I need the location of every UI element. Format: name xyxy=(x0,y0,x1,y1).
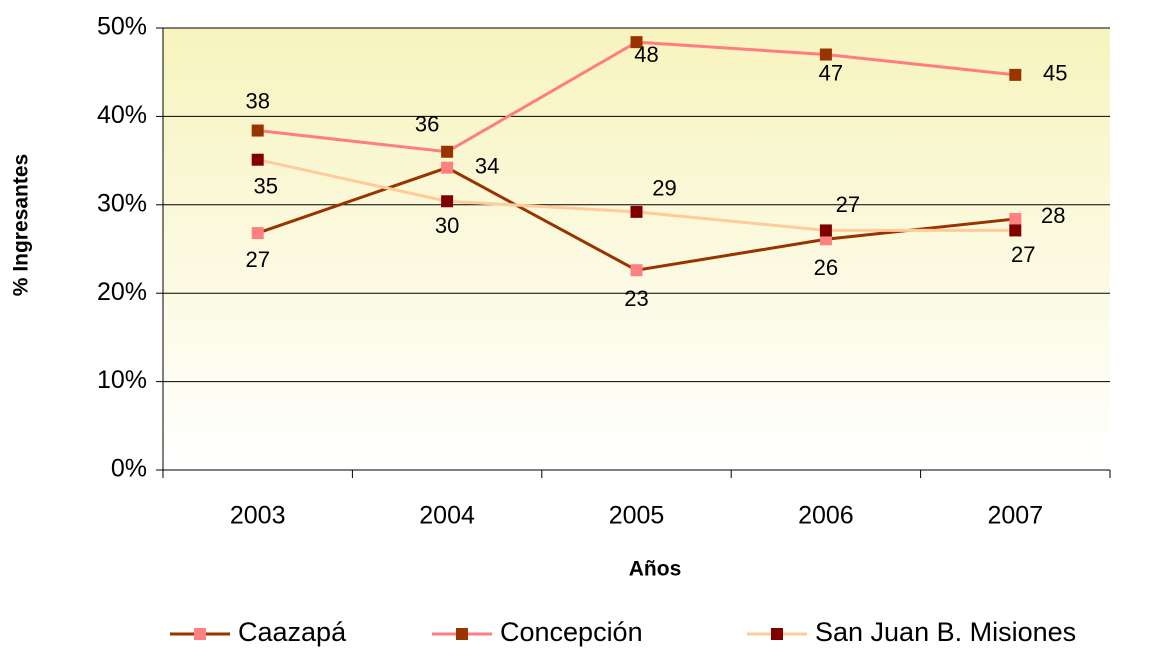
marker xyxy=(819,48,832,61)
data-label: 45 xyxy=(1043,61,1067,86)
marker xyxy=(1009,212,1022,225)
marker xyxy=(441,161,454,174)
marker xyxy=(819,224,832,237)
legend-label: Concepción xyxy=(500,617,643,647)
data-label: 23 xyxy=(624,286,648,311)
data-label: 27 xyxy=(836,192,860,217)
marker xyxy=(251,227,264,240)
data-label: 29 xyxy=(652,176,676,201)
x-tick-label: 2006 xyxy=(798,502,854,530)
marker xyxy=(1009,68,1022,81)
marker xyxy=(441,195,454,208)
legend-marker xyxy=(456,628,468,640)
legend-label: Caazapá xyxy=(238,617,347,647)
plot-area xyxy=(163,28,1110,470)
marker xyxy=(1009,224,1022,237)
x-tick-label: 2004 xyxy=(419,502,475,530)
legend-label: San Juan B. Misiones xyxy=(815,617,1076,647)
x-tick-label: 2005 xyxy=(609,502,665,530)
data-label: 26 xyxy=(814,255,838,280)
y-tick-label: 20% xyxy=(97,278,147,306)
data-label: 30 xyxy=(435,213,459,238)
x-axis-title: Años xyxy=(629,558,682,581)
x-tick-label: 2007 xyxy=(987,502,1043,530)
data-label: 27 xyxy=(1011,242,1035,267)
y-tick-label: 0% xyxy=(111,455,147,483)
y-tick-label: 30% xyxy=(97,189,147,217)
marker xyxy=(441,145,454,158)
data-label: 35 xyxy=(253,174,277,199)
marker xyxy=(251,153,264,166)
data-label: 36 xyxy=(415,112,439,137)
x-tick-label: 2003 xyxy=(230,502,286,530)
legend-marker xyxy=(771,628,783,640)
marker xyxy=(630,264,643,277)
data-label: 34 xyxy=(475,153,499,178)
data-label: 28 xyxy=(1041,203,1065,228)
data-label: 38 xyxy=(245,88,269,113)
data-label: 27 xyxy=(245,247,269,272)
marker xyxy=(630,36,643,49)
data-label: 47 xyxy=(819,60,843,85)
y-tick-label: 10% xyxy=(97,366,147,394)
y-tick-label: 40% xyxy=(97,101,147,129)
marker xyxy=(630,205,643,218)
y-tick-label: 50% xyxy=(97,13,147,41)
data-label: 48 xyxy=(634,42,658,67)
legend-marker xyxy=(194,628,206,640)
marker xyxy=(251,124,264,137)
y-axis-title: % Ingresantes xyxy=(10,154,33,296)
